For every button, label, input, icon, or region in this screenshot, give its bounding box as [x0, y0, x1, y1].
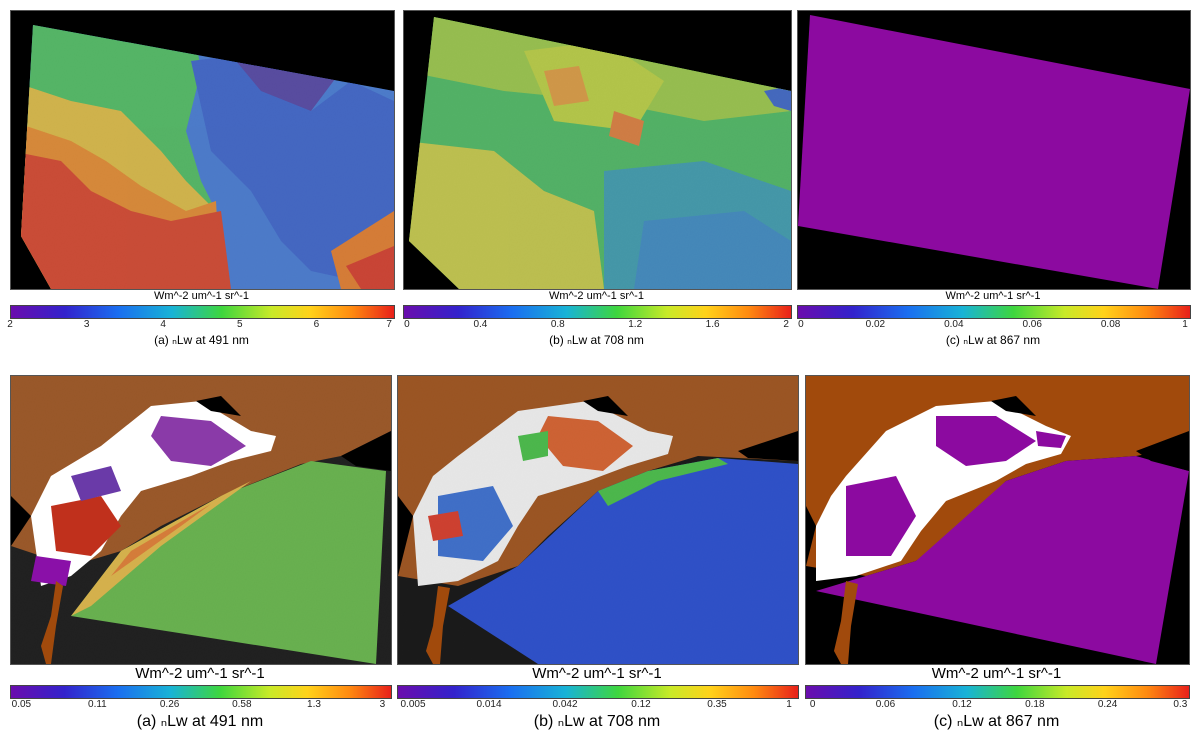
- top-caption-867nm: (c) ₙLw at 867 nm: [945, 333, 1041, 347]
- tick-label: 0.11: [88, 699, 107, 710]
- bottom-map-708nm: [397, 375, 799, 665]
- tick-label: 0.02: [865, 319, 886, 330]
- tick-label: 0.18: [1025, 699, 1045, 710]
- bottom-ticks-867nm: 0 0.06 0.12 0.18 0.24 0.3: [805, 699, 1188, 711]
- tick-label: 0: [809, 699, 816, 710]
- bottom-units-867nm: Wm^-2 um^-1 sr^-1: [931, 665, 1062, 682]
- tick-label: 5: [237, 319, 243, 330]
- tick-label: 7: [386, 319, 392, 330]
- bottom-units-491nm: Wm^-2 um^-1 sr^-1: [135, 665, 265, 682]
- bottom-map-708nm-image: [398, 376, 798, 664]
- bottom-caption-708nm: (b) ₙLw at 708 nm: [533, 713, 661, 730]
- tick-label: 1.6: [705, 319, 720, 330]
- top-colorbar-491nm: [10, 305, 395, 319]
- tick-label: 0.4: [473, 319, 488, 330]
- bottom-caption-491nm: (a) ₙLw at 491 nm: [136, 713, 264, 730]
- top-ticks-708nm: 0 0.4 0.8 1.2 1.6 2: [403, 319, 790, 331]
- tick-label: 0.042: [552, 699, 578, 710]
- top-map-491nm: [10, 10, 395, 290]
- bottom-map-491nm: [10, 375, 392, 665]
- top-colorbar-708nm: [403, 305, 792, 319]
- tick-label: 0: [798, 319, 804, 330]
- tick-label: 0: [404, 319, 410, 330]
- tick-label: 0.26: [159, 699, 180, 710]
- tick-label: 3: [379, 699, 386, 710]
- bottom-map-867nm: [805, 375, 1190, 665]
- top-colorbar-867nm: [797, 305, 1191, 319]
- tick-label: 0.005: [400, 699, 426, 710]
- bottom-caption-867nm: (c) ₙLw at 867 nm: [933, 713, 1060, 730]
- tick-label: 1.3: [307, 699, 321, 710]
- top-units-491nm: Wm^-2 um^-1 sr^-1: [154, 290, 249, 302]
- tick-label: 0.05: [11, 699, 32, 710]
- tick-label: 0.06: [875, 699, 896, 710]
- tick-label: 1: [786, 699, 792, 710]
- tick-label: 0.24: [1097, 699, 1118, 710]
- bottom-map-867nm-image: [806, 376, 1189, 664]
- tick-label: 0.12: [952, 699, 972, 710]
- tick-label: 0.04: [944, 319, 964, 330]
- tick-label: 1.2: [628, 319, 643, 330]
- tick-label: 0.35: [707, 699, 727, 710]
- tick-label: 2: [783, 319, 789, 330]
- top-map-491nm-image: [11, 11, 394, 289]
- tick-label: 1: [1182, 319, 1188, 330]
- tick-label: 0.014: [476, 699, 502, 710]
- top-map-867nm: [797, 10, 1191, 290]
- tick-label: 4: [160, 319, 166, 330]
- top-caption-708nm: (b) ₙLw at 708 nm: [549, 333, 644, 347]
- top-map-867nm-image: [798, 11, 1190, 289]
- bottom-ticks-708nm: 0.005 0.014 0.042 0.12 0.35 1: [397, 699, 797, 711]
- top-caption-491nm: (a) ₙLw at 491 nm: [154, 333, 249, 347]
- tick-label: 6: [313, 319, 320, 330]
- top-units-867nm: Wm^-2 um^-1 sr^-1: [945, 290, 1041, 302]
- tick-label: 0.8: [550, 319, 565, 330]
- bottom-ticks-491nm: 0.05 0.11 0.26 0.58 1.3 3: [10, 699, 390, 711]
- top-units-708nm: Wm^-2 um^-1 sr^-1: [549, 290, 644, 302]
- bottom-colorbar-708nm: [397, 685, 799, 699]
- tick-label: 0.08: [1100, 319, 1121, 330]
- tick-label: 0.06: [1022, 319, 1042, 330]
- bottom-map-491nm-image: [11, 376, 391, 664]
- bottom-colorbar-491nm: [10, 685, 392, 699]
- top-ticks-491nm: 2 3 4 5 6 7: [7, 319, 393, 331]
- tick-label: 3: [83, 319, 90, 330]
- tick-label: 0.12: [631, 699, 651, 710]
- top-map-708nm-image: [404, 11, 791, 289]
- tick-label: 0.58: [232, 699, 252, 710]
- top-ticks-867nm: 0 0.02 0.04 0.06 0.08 1: [797, 319, 1189, 331]
- tick-label: 0.3: [1173, 699, 1188, 710]
- bottom-colorbar-867nm: [805, 685, 1190, 699]
- tick-label: 2: [7, 319, 13, 330]
- bottom-units-708nm: Wm^-2 um^-1 sr^-1: [532, 665, 662, 682]
- top-map-708nm: [403, 10, 792, 290]
